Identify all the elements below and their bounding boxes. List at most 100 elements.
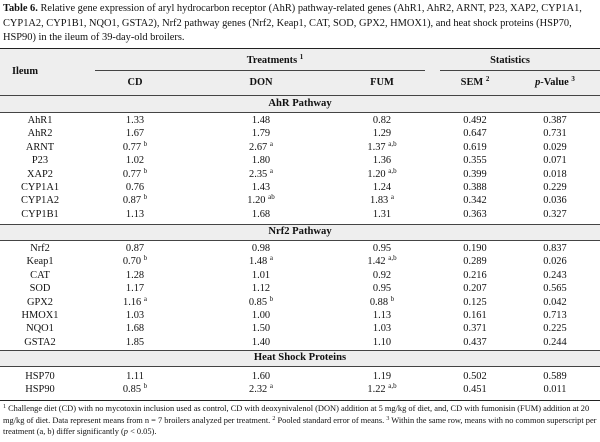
value-sem: 0.355	[463, 155, 487, 167]
cell-sem: 0.355	[445, 155, 505, 167]
cell-cd: 1.11	[105, 371, 165, 383]
value-fum: 1.36	[372, 155, 392, 167]
value-don: 1.12	[251, 283, 271, 295]
value-p: 0.029	[543, 141, 567, 153]
gene-name: HSP70	[25, 371, 55, 382]
value-fum: 1.03	[372, 323, 392, 335]
section-header-shade	[0, 224, 600, 240]
cell-p: 0.387	[525, 115, 585, 127]
value-don: 2.67	[249, 141, 268, 153]
cell-p: 0.225	[525, 323, 585, 335]
value-cd: 1.16	[123, 296, 142, 308]
cell-fum: 1.31	[352, 209, 412, 221]
cell-sem: 0.289	[445, 256, 505, 268]
value-don: 1.43	[251, 182, 271, 193]
value-don: 1.60	[251, 371, 271, 382]
value-cd: 1.33	[125, 115, 145, 126]
section-title-rule	[0, 240, 600, 241]
value-p: 0.243	[543, 269, 567, 281]
value-cd: 0.76	[125, 182, 145, 193]
cell-sem: 0.502	[445, 371, 505, 383]
value-sem: 0.371	[463, 323, 487, 335]
gene-name: GSTA2	[24, 336, 56, 348]
cell-sem: 0.451	[445, 384, 505, 396]
cell-fum: 0.82	[352, 115, 412, 127]
cell-cd: 1.17	[105, 283, 165, 295]
value-don: 2.35	[249, 168, 268, 180]
superscript-fum: a,b	[388, 254, 397, 263]
cell-fum: 0.92	[352, 270, 412, 282]
value-p: 0.327	[543, 208, 567, 220]
cell-p: 0.837	[525, 243, 585, 255]
value-sem: 0.190	[463, 243, 487, 254]
section-title: Heat Shock Proteins	[253, 352, 347, 363]
value-don: 1.01	[251, 269, 271, 281]
value-fum: 1.24	[372, 182, 392, 193]
superscript-don: a	[269, 254, 273, 263]
cell-fum: 1.29	[352, 128, 412, 140]
value-cd: 0.87	[125, 243, 145, 254]
cell-cd: 1.67	[105, 128, 165, 140]
cell-fum: 1.83 a	[352, 194, 412, 207]
value-p: 0.036	[543, 195, 567, 207]
value-p: 0.244	[543, 336, 567, 348]
gene-name: HSP90	[25, 384, 55, 396]
cell-p: 0.042	[525, 297, 585, 309]
cell-don: 1.60	[231, 371, 291, 383]
cell-don: 0.98	[231, 243, 291, 255]
caption-text: Relative gene expression of aryl hydroca…	[3, 3, 582, 43]
gene-name: XAP2	[27, 168, 53, 180]
cell-cd: 1.16 a	[105, 295, 165, 309]
value-fum: 0.95	[372, 283, 392, 295]
col-header-sem: SEM 2	[460, 75, 490, 89]
gene-name: AhR2	[27, 128, 53, 140]
cell-don: 1.43	[231, 182, 291, 194]
cell-sem: 0.190	[445, 243, 505, 255]
cell-don: 1.40	[231, 337, 291, 349]
value-p: 0.387	[543, 115, 567, 126]
row-label-header: Ileum	[12, 66, 38, 77]
value-p: 0.225	[543, 323, 567, 335]
cell-fum: 1.20 a,b	[352, 167, 412, 181]
value-p: 0.837	[543, 243, 567, 254]
value-p: 0.589	[543, 371, 567, 382]
col-header-cd: CD	[127, 77, 143, 88]
cell-fum: 1.13	[352, 310, 412, 322]
superscript-don: a	[269, 382, 273, 391]
cell-fum: 1.10	[352, 337, 412, 349]
value-sem: 0.125	[463, 296, 487, 308]
value-cd: 1.85	[125, 336, 145, 348]
table-row: ARNT 0.77 b 2.67 a 1.37 a,b 0.619 0.029	[0, 140, 600, 155]
value-fum: 1.10	[372, 336, 392, 348]
cell-cd: 1.13	[105, 209, 165, 221]
gene-name: Nrf2	[30, 243, 50, 254]
value-sem: 0.363	[463, 208, 487, 220]
value-sem: 0.342	[463, 195, 487, 207]
table-row: AhR1 1.33 1.48 0.82 0.492 0.387	[0, 115, 600, 128]
value-fum: 1.83	[370, 195, 389, 207]
gene-name: NQO1	[26, 323, 54, 335]
cell-p: 0.327	[525, 209, 585, 221]
gene-name: AhR1	[27, 115, 53, 126]
cell-fum: 1.42 a,b	[352, 254, 412, 268]
header-bottom-rule	[0, 95, 600, 96]
cell-sem: 0.437	[445, 337, 505, 349]
value-don: 0.85	[248, 296, 268, 308]
table-row: AhR2 1.67 1.79 1.29 0.647 0.731	[0, 128, 600, 141]
cell-don: 2.32 a	[231, 382, 291, 396]
table-row: XAP2 0.77 b 2.35 a 1.20 a,b 0.399 0.018	[0, 167, 600, 182]
col-header-pvalue: p-Value 3	[535, 75, 575, 89]
value-p: 0.731	[543, 128, 567, 140]
cell-cd: 0.85 b	[105, 383, 165, 396]
value-cd: 0.77	[122, 141, 142, 153]
value-fum: 1.19	[372, 371, 392, 382]
value-fum: 1.13	[372, 310, 392, 321]
value-cd: 1.67	[125, 128, 145, 140]
gene-name: GPX2	[27, 296, 53, 308]
value-sem: 0.647	[463, 128, 487, 140]
table-row: CYP1A2 0.87 b 1.20 ab 1.83 a 0.342 0.036	[0, 194, 600, 208]
cell-p: 0.731	[525, 128, 585, 140]
table-caption: Table 6. Relative gene expression of ary…	[3, 2, 595, 46]
cell-cd: 0.77 b	[105, 167, 165, 181]
gene-name: CYP1B1	[21, 208, 59, 220]
